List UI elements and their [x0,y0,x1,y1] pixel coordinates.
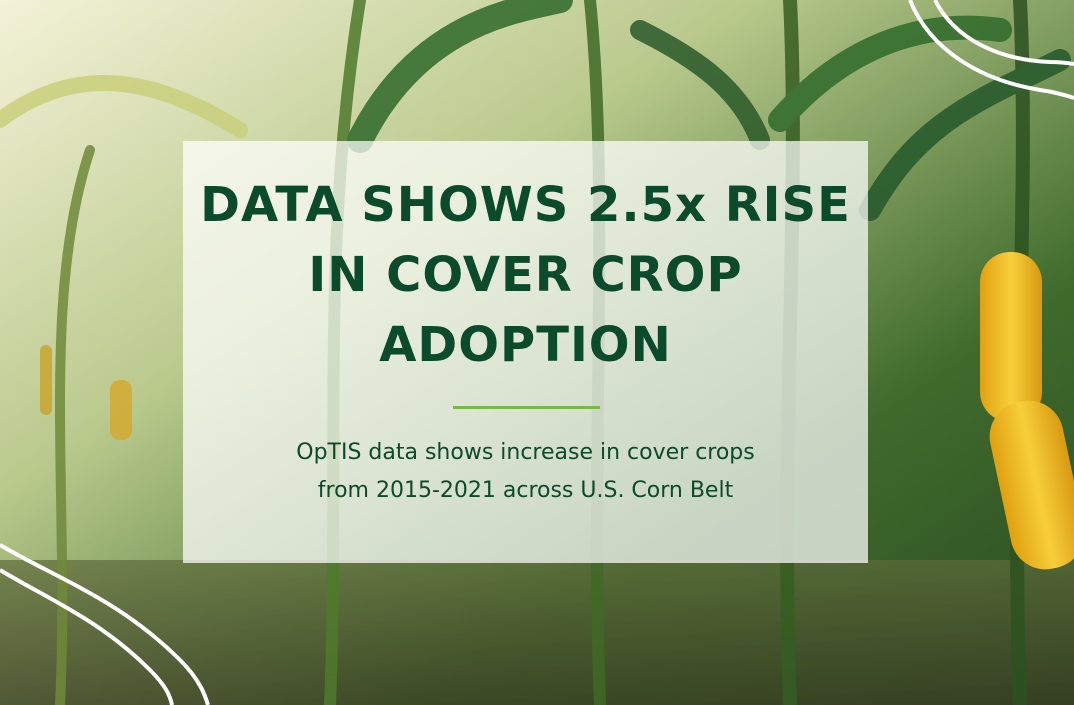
title-line: DATA SHOWS 2.5x RISE [200,177,851,233]
subtitle-line: from 2015-2021 across U.S. Corn Belt [317,478,734,503]
divider [453,406,600,409]
subtitle: OpTIS data shows increase in cover crops… [183,434,868,510]
subtitle-line: OpTIS data shows increase in cover crops [296,440,755,465]
title-line: ADOPTION [379,317,672,373]
title-line: IN COVER CROP [308,247,743,303]
title: DATA SHOWS 2.5x RISE IN COVER CROP ADOPT… [183,170,868,380]
title-card: DATA SHOWS 2.5x RISE IN COVER CROP ADOPT… [183,141,868,563]
